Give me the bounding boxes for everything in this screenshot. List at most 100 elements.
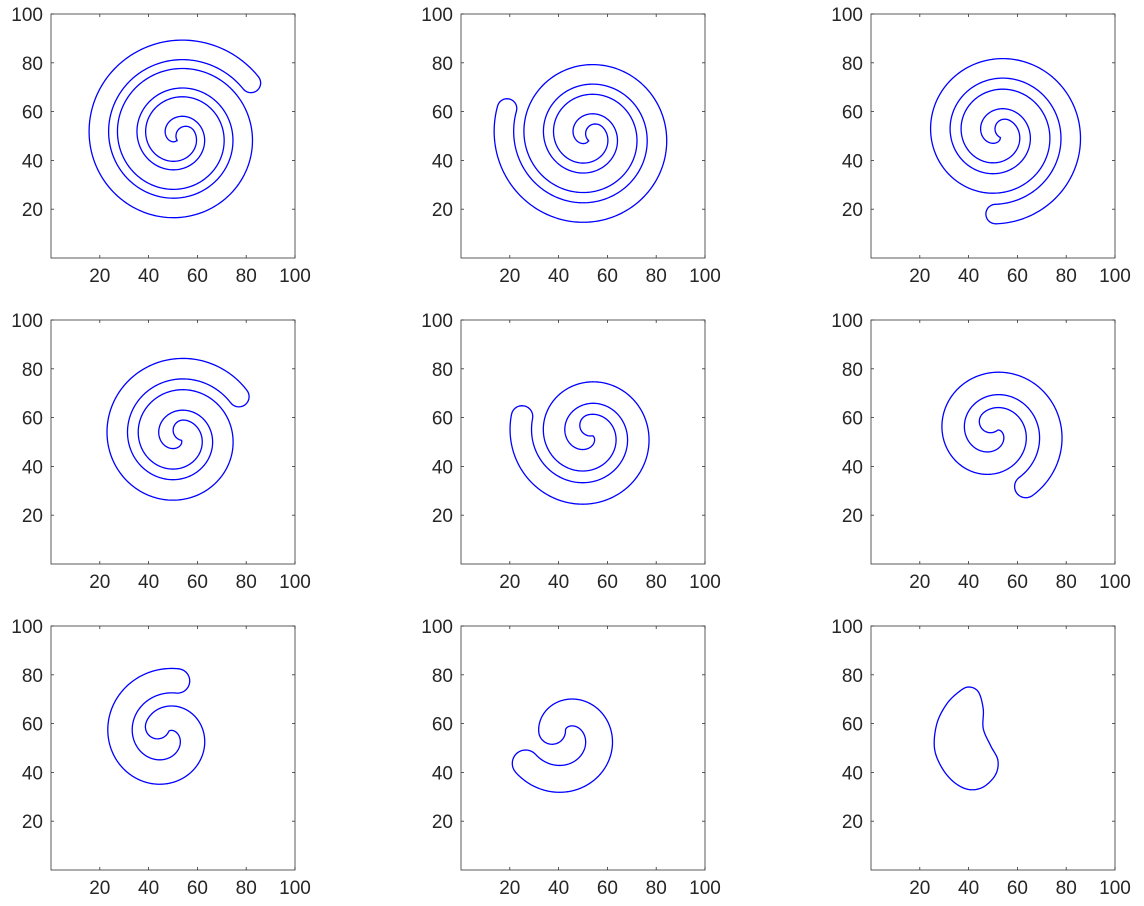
- y-tick-label: 60: [842, 409, 863, 430]
- x-tick-label: 100: [689, 572, 721, 593]
- x-tick-label: 40: [138, 572, 159, 593]
- x-tick-label: 80: [646, 572, 667, 593]
- y-tick-label: 80: [842, 360, 863, 381]
- x-tick-label: 40: [548, 878, 569, 899]
- y-tick-label: 20: [842, 200, 863, 221]
- x-tick-label: 60: [187, 878, 208, 899]
- y-tick-label: 80: [432, 666, 453, 687]
- y-tick-label: 40: [22, 457, 43, 478]
- x-tick-label: 20: [499, 878, 520, 899]
- y-tick-label: 20: [432, 812, 453, 833]
- x-tick-label: 80: [646, 266, 667, 287]
- y-tick-label: 100: [421, 617, 453, 638]
- panel-9: 20 40 60 80 100 20 40 60 80 100: [831, 617, 1131, 899]
- y-tick-label: 60: [432, 409, 453, 430]
- x-tick-label: 80: [646, 878, 667, 899]
- y-tick-label: 40: [432, 457, 453, 478]
- x-tick-label: 80: [1056, 878, 1077, 899]
- y-tick-label: 100: [831, 311, 863, 332]
- contour-curve: [509, 381, 650, 505]
- x-tick-label: 40: [138, 266, 159, 287]
- x-tick-label: 20: [89, 878, 110, 899]
- contour-curve: [929, 57, 1082, 225]
- y-tick-label: 60: [842, 103, 863, 124]
- y-tick-label: 80: [842, 666, 863, 687]
- y-tick-label: 100: [11, 311, 43, 332]
- y-tick-label: 20: [842, 506, 863, 527]
- y-tick-label: 80: [22, 54, 43, 75]
- x-tick-label: 60: [597, 266, 618, 287]
- x-tick-label: 100: [1099, 572, 1131, 593]
- x-tick-label: 40: [548, 572, 569, 593]
- contour-curve: [941, 371, 1063, 499]
- axes-frame: [460, 13, 706, 259]
- y-tick-label: 40: [22, 763, 43, 784]
- x-tick-label: 60: [597, 878, 618, 899]
- y-tick-label: 20: [22, 506, 43, 527]
- y-tick-label: 60: [432, 103, 453, 124]
- x-tick-label: 100: [1099, 266, 1131, 287]
- y-tick-label: 20: [22, 200, 43, 221]
- x-tick-label: 20: [89, 266, 110, 287]
- x-tick-label: 100: [689, 878, 721, 899]
- contour-curve: [106, 357, 250, 501]
- y-tick-label: 100: [831, 5, 863, 26]
- x-tick-label: 20: [89, 572, 110, 593]
- contour-curve: [493, 63, 668, 223]
- axes-frame: [50, 319, 296, 565]
- axes-frame: [50, 625, 296, 871]
- contour-curve: [107, 667, 206, 785]
- y-tick-label: 40: [842, 763, 863, 784]
- y-tick-label: 40: [842, 457, 863, 478]
- contour-curve: [88, 39, 262, 219]
- x-tick-label: 100: [1099, 878, 1131, 899]
- x-tick-label: 60: [187, 266, 208, 287]
- y-tick-label: 40: [432, 763, 453, 784]
- panel-2: 20 40 60 80 100 20 40 60 80 100: [421, 5, 721, 287]
- y-tick-label: 80: [432, 54, 453, 75]
- x-tick-label: 100: [279, 572, 311, 593]
- x-tick-label: 80: [236, 266, 257, 287]
- x-tick-label: 20: [909, 878, 930, 899]
- x-tick-label: 40: [958, 878, 979, 899]
- panel-1: 20 40 60 80 100 20 40 60 80 100: [11, 5, 311, 287]
- x-tick-label: 60: [597, 572, 618, 593]
- x-tick-label: 100: [279, 266, 311, 287]
- axes-frame: [50, 13, 296, 259]
- contour-curve: [933, 686, 999, 791]
- x-tick-label: 80: [1056, 266, 1077, 287]
- y-tick-label: 100: [421, 311, 453, 332]
- x-tick-label: 20: [909, 572, 930, 593]
- y-tick-label: 100: [421, 5, 453, 26]
- x-tick-label: 60: [1007, 572, 1028, 593]
- y-tick-label: 20: [842, 812, 863, 833]
- y-tick-label: 80: [842, 54, 863, 75]
- axes-frame: [460, 319, 706, 565]
- y-tick-label: 40: [842, 151, 863, 172]
- x-tick-label: 80: [236, 878, 257, 899]
- y-tick-label: 100: [831, 617, 863, 638]
- contour-curve: [511, 698, 614, 793]
- x-tick-label: 20: [499, 266, 520, 287]
- y-tick-label: 60: [22, 409, 43, 430]
- y-tick-label: 60: [432, 715, 453, 736]
- y-tick-label: 40: [432, 151, 453, 172]
- x-tick-label: 60: [1007, 878, 1028, 899]
- y-tick-label: 60: [22, 715, 43, 736]
- panel-5: 20 40 60 80 100 20 40 60 80 100: [421, 311, 721, 593]
- x-tick-label: 100: [279, 878, 311, 899]
- x-tick-label: 20: [499, 572, 520, 593]
- y-tick-label: 100: [11, 5, 43, 26]
- y-tick-label: 40: [22, 151, 43, 172]
- axes-frame: [870, 13, 1116, 259]
- y-tick-label: 20: [432, 506, 453, 527]
- y-tick-label: 80: [22, 360, 43, 381]
- axes-frame: [870, 319, 1116, 565]
- x-tick-label: 40: [958, 572, 979, 593]
- panel-8: 20 40 60 80 100 20 40 60 80 100: [421, 617, 721, 899]
- x-tick-label: 80: [1056, 572, 1077, 593]
- panel-7: 20 40 60 80 100 20 40 60 80 100: [11, 617, 311, 899]
- panel-6: 20 40 60 80 100 20 40 60 80 100: [831, 311, 1131, 593]
- axes-frame: [460, 625, 706, 871]
